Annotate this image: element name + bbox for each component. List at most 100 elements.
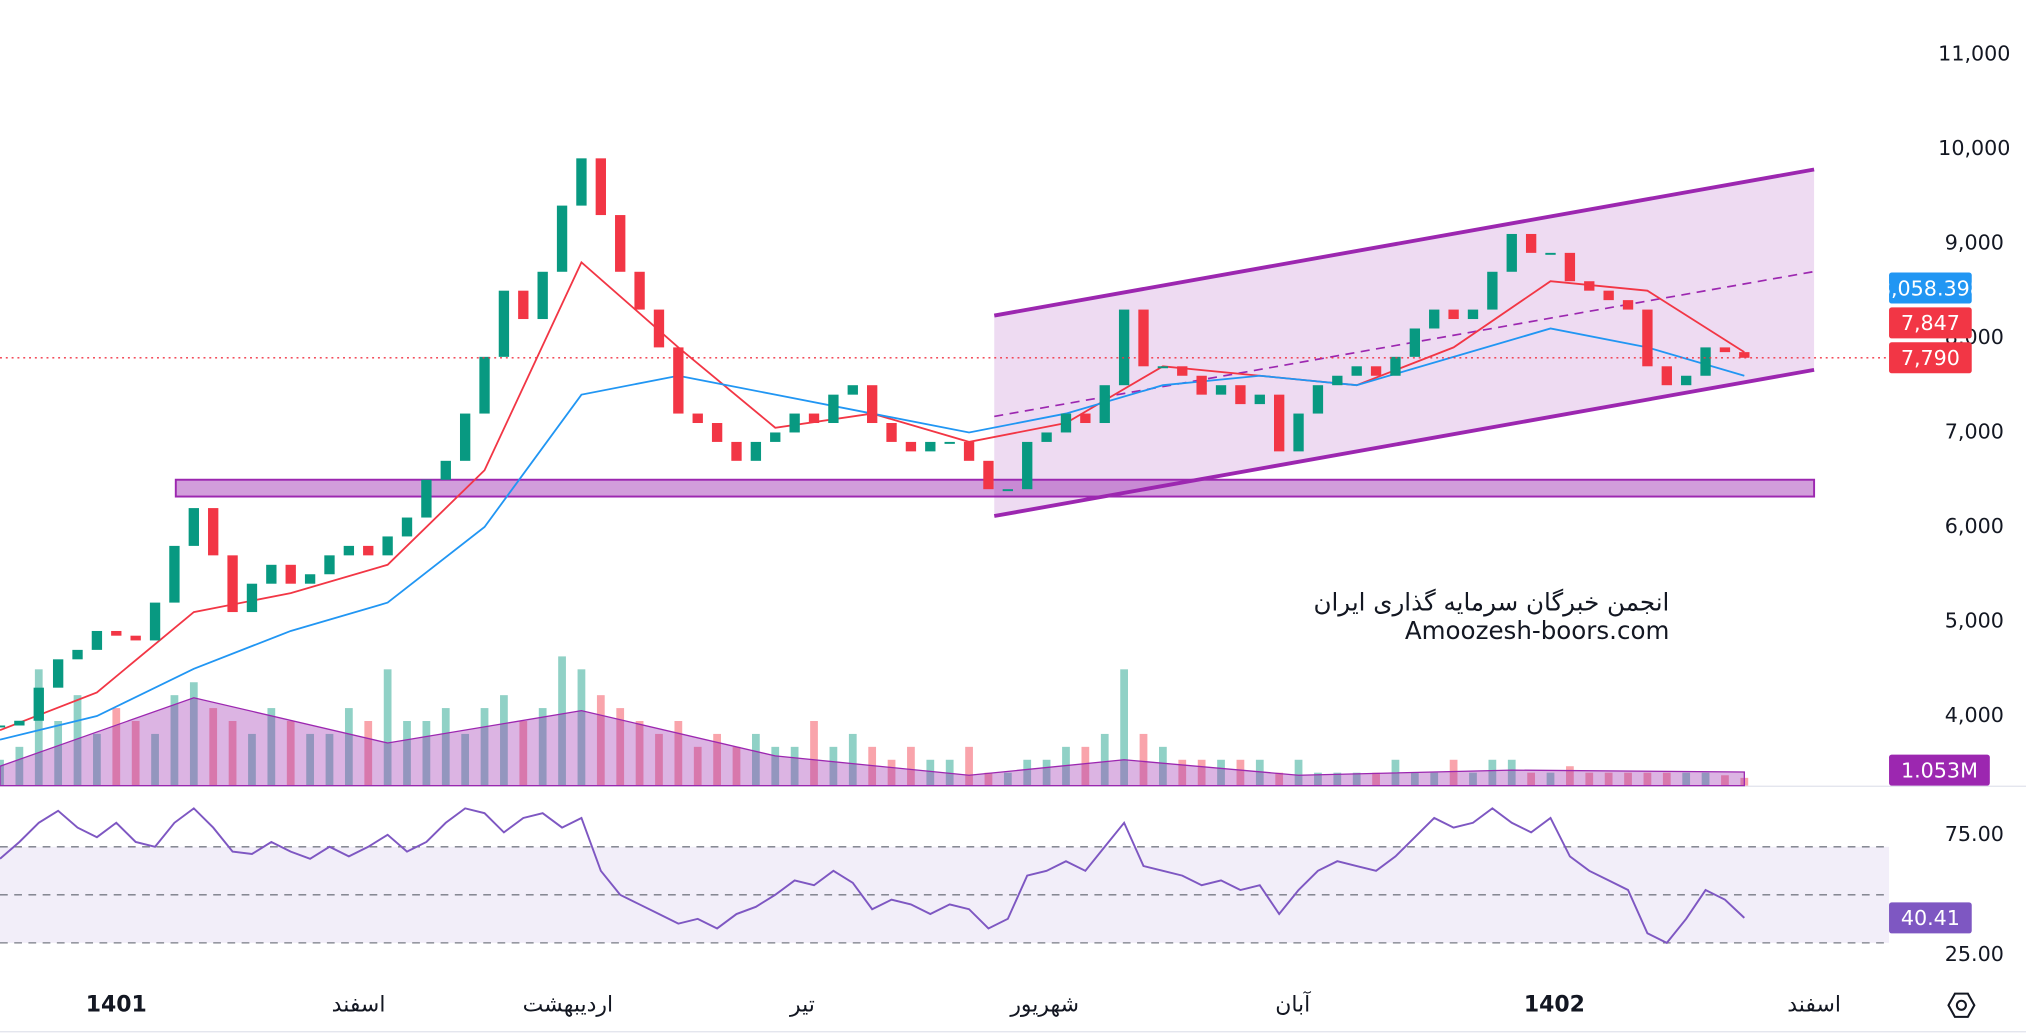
volume-bar [965, 746, 973, 786]
candle-body [692, 413, 703, 424]
candle-body [14, 720, 25, 726]
candle-body [1700, 347, 1711, 376]
volume-bar [1178, 759, 1187, 786]
volume-bar [538, 708, 547, 786]
volume-bar [344, 708, 353, 786]
volume-bar [751, 733, 760, 786]
y-tick-label: 7,000 [1945, 419, 2004, 443]
volume-bar [655, 733, 663, 786]
candle-body [1642, 309, 1653, 367]
volume-bar [1624, 772, 1632, 786]
candle-body [556, 205, 568, 272]
volume-bar [1527, 772, 1536, 786]
volume-bar [15, 746, 24, 786]
candle-body [770, 432, 781, 442]
candle-body [1409, 328, 1421, 357]
candle-body [52, 659, 64, 688]
volume-bar [131, 721, 140, 786]
candle-body [537, 271, 548, 320]
x-tick-label: اسفند [1787, 992, 1841, 1017]
volume-bar [209, 708, 218, 786]
candle-body [1448, 309, 1459, 320]
candle-body [1739, 352, 1750, 358]
volume-bar [810, 721, 818, 786]
volume-bar [616, 708, 625, 786]
watermark-text: انجمن خبرگان سرمایه گذاری ایران [1313, 587, 1669, 616]
candle-body [498, 290, 510, 357]
volume-bar [1100, 733, 1109, 786]
volume-bar [441, 708, 450, 786]
candle-body [1467, 309, 1479, 320]
settings-circle [1955, 999, 1967, 1011]
rsi-tick-label: 75.00 [1945, 822, 2004, 846]
candle-body [33, 687, 44, 721]
candle-body [401, 517, 413, 537]
volume-bar [286, 721, 295, 786]
candle-body [1118, 309, 1130, 386]
volume-bar [189, 682, 198, 786]
volume-bar [248, 733, 256, 786]
volume-bar [713, 733, 721, 786]
x-tick-label: آبان [1275, 990, 1311, 1017]
volume-bar [1352, 772, 1361, 786]
candle-body [72, 649, 83, 660]
volume-bar [1236, 759, 1245, 786]
volume-bar [1139, 733, 1148, 786]
price-label-box [1889, 342, 1972, 374]
candle-body [1370, 366, 1382, 376]
candle-body [615, 215, 626, 272]
volume-bar [558, 656, 566, 786]
volume-bar [228, 721, 237, 786]
candle-body [518, 290, 529, 320]
support-zone [174, 478, 1816, 498]
candle-body [1060, 413, 1072, 433]
rsi-label: 40.41 [1901, 906, 1960, 930]
volume-bar [34, 669, 43, 786]
volume-bar [1585, 772, 1594, 786]
volume-bar [267, 708, 276, 786]
candle-body [1002, 489, 1013, 492]
candle-body [1603, 290, 1614, 301]
settings-icon[interactable] [1947, 992, 1976, 1018]
candle-body [1196, 375, 1207, 395]
candle-body [595, 158, 606, 216]
rsi-tick-label: 25.00 [1945, 942, 2004, 966]
price-label: 7,847 [1901, 311, 1960, 335]
candle-body [1525, 233, 1537, 253]
x-tick-label: اسفند [332, 992, 386, 1017]
candle-body [188, 508, 199, 546]
volume-bar [112, 708, 121, 786]
y-tick-label: 6,000 [1945, 514, 2004, 538]
candle-body [246, 583, 258, 613]
candle-body [1719, 347, 1731, 353]
volume-bar [1643, 772, 1652, 786]
volume-bar [73, 695, 82, 786]
volume-bar [1430, 772, 1439, 786]
volume-bar [635, 721, 644, 786]
candle-body [1177, 366, 1188, 376]
volume-bar [577, 669, 586, 786]
price-label-box [1889, 272, 1972, 304]
candle-body [0, 725, 6, 728]
candle-body [731, 441, 742, 461]
candle-body [111, 630, 122, 636]
volume-bar [1662, 772, 1671, 786]
volume-bar [1488, 759, 1497, 786]
candle-body [1099, 385, 1110, 424]
x-tick-label: 1401 [86, 992, 147, 1017]
candle-body [227, 555, 238, 613]
candle-body [363, 545, 374, 556]
candle-body [673, 347, 684, 414]
candle-body [1506, 233, 1517, 272]
candle-body [1584, 281, 1595, 291]
candle-body [382, 536, 393, 556]
candle-body [1351, 366, 1362, 376]
volume-bar [1372, 772, 1380, 786]
volume-bar [480, 708, 489, 786]
candle-body [1681, 375, 1692, 386]
rsi-line [0, 807, 1745, 945]
candle-body [886, 423, 897, 442]
volume-bar [926, 759, 935, 786]
volume-bar [907, 746, 915, 786]
